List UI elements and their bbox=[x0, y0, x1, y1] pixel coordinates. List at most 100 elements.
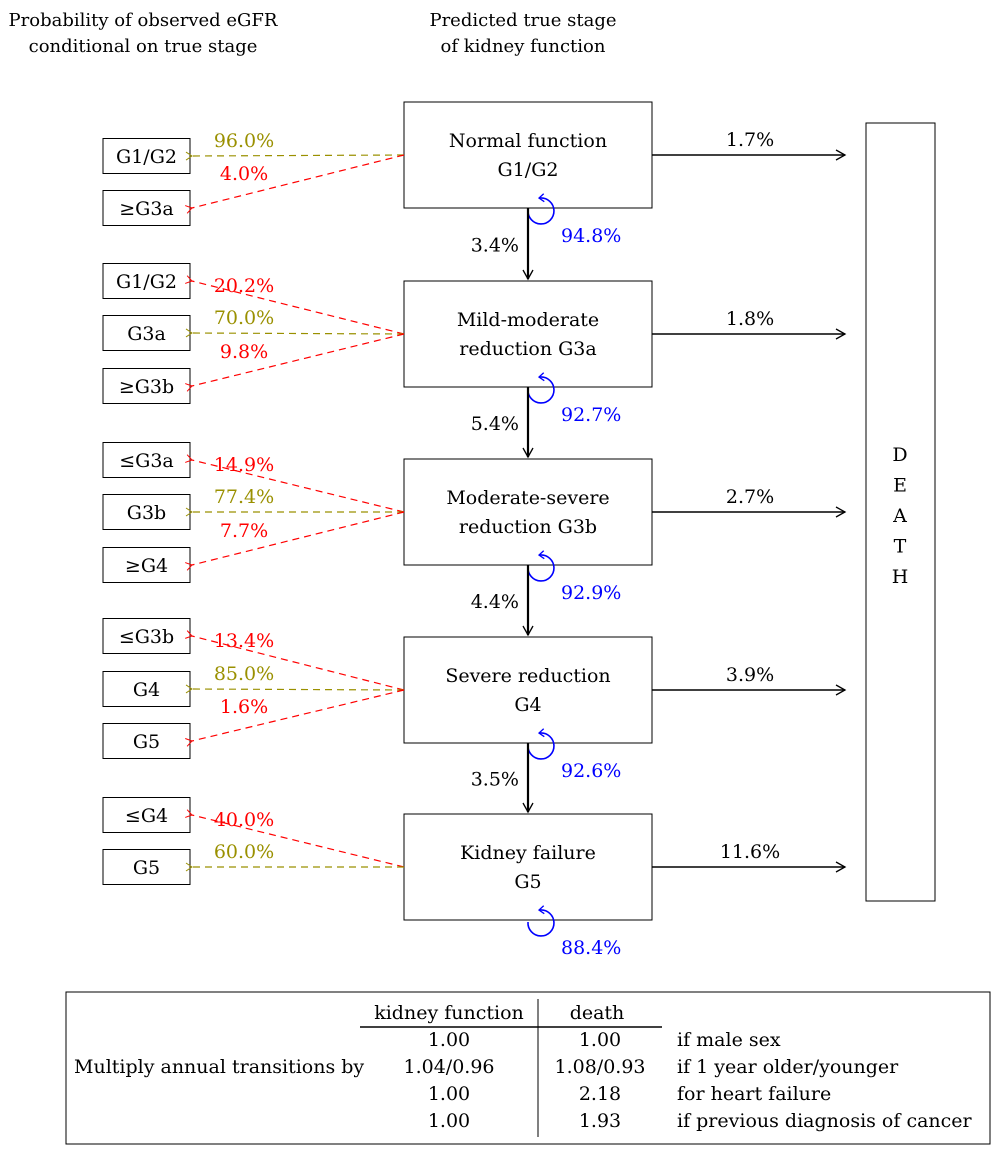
death-multiplier: 2.18 bbox=[579, 1083, 621, 1105]
observed-stage-label: ≥G3a bbox=[119, 198, 174, 220]
measurement-probability: 77.4% bbox=[214, 486, 274, 508]
kidney-multiplier: 1.04/0.96 bbox=[403, 1056, 494, 1078]
observed-stage-label: ≥G3b bbox=[119, 376, 174, 398]
kidney-multiplier: 1.00 bbox=[428, 1110, 470, 1132]
column-header-kidney: kidney function bbox=[374, 1002, 524, 1024]
table-row-label: Multiply annual transitions by bbox=[74, 1056, 364, 1078]
stage-box bbox=[403, 280, 653, 388]
observed-stage-label: ≤G3b bbox=[119, 626, 174, 648]
condition-label: if previous diagnosis of cancer bbox=[677, 1110, 973, 1132]
measurement-arrow bbox=[185, 328, 405, 338]
measurement-probability: 96.0% bbox=[214, 130, 274, 152]
left-header-line: conditional on true stage bbox=[29, 36, 258, 57]
death-probability: 3.9% bbox=[726, 664, 774, 686]
observed-stage-label: G1/G2 bbox=[116, 271, 177, 293]
stage-name-line: Moderate-severe bbox=[446, 487, 609, 509]
death-multiplier: 1.93 bbox=[579, 1110, 621, 1132]
observed-stage-label: ≤G4 bbox=[125, 805, 168, 827]
measurement-arrow bbox=[185, 151, 405, 161]
observed-stage-box bbox=[102, 442, 191, 478]
middle-header-line: Predicted true stage bbox=[429, 10, 616, 31]
death-multiplier: 1.08/0.93 bbox=[554, 1056, 645, 1078]
observed-stage-box bbox=[102, 315, 191, 351]
stage-box bbox=[403, 636, 653, 744]
observed-stage-box bbox=[102, 797, 191, 833]
measurement-arrow bbox=[185, 511, 405, 571]
self-loop-arrow bbox=[527, 728, 555, 760]
measurement-probability: 85.0% bbox=[214, 663, 274, 685]
death-letter: D bbox=[892, 444, 907, 466]
stay-probability: 88.4% bbox=[561, 937, 621, 959]
observed-stage-label: ≤G3a bbox=[119, 450, 174, 472]
stage-name-line: reduction G3a bbox=[459, 338, 596, 360]
observed-stage-box bbox=[102, 671, 191, 707]
observed-stage-box bbox=[102, 547, 191, 583]
measurement-probability: 9.8% bbox=[220, 341, 268, 363]
observed-stage-label: G5 bbox=[133, 857, 160, 879]
stage-name-line: G1/G2 bbox=[498, 159, 559, 181]
death-probability: 11.6% bbox=[720, 841, 780, 863]
progression-probability: 4.4% bbox=[471, 591, 519, 613]
death-multiplier: 1.00 bbox=[579, 1029, 621, 1051]
measurement-probability: 13.4% bbox=[214, 630, 274, 652]
observed-stage-box bbox=[102, 618, 191, 654]
stage-name-line: Normal function bbox=[449, 130, 607, 152]
column-header-death: death bbox=[570, 1002, 625, 1024]
stage-name-line: Mild-moderate bbox=[457, 309, 599, 331]
measurement-arrow bbox=[185, 684, 405, 694]
measurement-arrow bbox=[185, 154, 405, 214]
stage-name-line: Kidney failure bbox=[460, 842, 596, 864]
measurement-probability: 4.0% bbox=[220, 163, 268, 185]
stay-probability: 94.8% bbox=[561, 225, 621, 247]
observed-stage-label: G3a bbox=[127, 323, 166, 345]
death-box bbox=[865, 122, 936, 902]
progression-probability: 5.4% bbox=[471, 413, 519, 435]
condition-label: for heart failure bbox=[677, 1083, 831, 1105]
observed-stage-label: G4 bbox=[133, 679, 160, 701]
measurement-probability: 70.0% bbox=[214, 307, 274, 329]
observed-stage-box bbox=[102, 723, 191, 759]
measurement-probability: 1.6% bbox=[220, 696, 268, 718]
stage-box bbox=[403, 458, 653, 566]
observed-stage-box bbox=[102, 849, 191, 885]
progression-probability: 3.4% bbox=[471, 235, 519, 257]
death-letter: A bbox=[892, 505, 907, 527]
self-loop-arrow bbox=[527, 372, 555, 404]
observed-stage-label: G5 bbox=[133, 731, 160, 753]
covariate-table-box bbox=[65, 991, 991, 1145]
measurement-arrow bbox=[185, 689, 405, 747]
left-header-line: Probability of observed eGFR bbox=[9, 10, 278, 31]
death-probability: 1.7% bbox=[726, 129, 774, 151]
stay-probability: 92.6% bbox=[561, 760, 621, 782]
observed-stage-box bbox=[102, 190, 191, 226]
stay-probability: 92.9% bbox=[561, 582, 621, 604]
kidney-multiplier: 1.00 bbox=[428, 1029, 470, 1051]
self-loop-arrow bbox=[527, 905, 555, 937]
stage-name-line: reduction G3b bbox=[459, 516, 597, 538]
death-letter: T bbox=[894, 536, 907, 558]
measurement-arrow bbox=[185, 809, 405, 868]
condition-label: if 1 year older/younger bbox=[677, 1056, 899, 1078]
observed-stage-box bbox=[102, 494, 191, 530]
death-letter: H bbox=[892, 566, 909, 588]
measurement-probability: 20.2% bbox=[214, 275, 274, 297]
self-loop-arrow bbox=[527, 550, 555, 582]
observed-stage-label: G3b bbox=[127, 502, 166, 524]
death-probability: 1.8% bbox=[726, 308, 774, 330]
observed-stage-label: ≥G4 bbox=[125, 555, 168, 577]
observed-stage-label: G1/G2 bbox=[116, 146, 177, 168]
condition-label: if male sex bbox=[677, 1029, 781, 1051]
measurement-arrow bbox=[185, 454, 405, 513]
observed-stage-box bbox=[102, 263, 191, 299]
measurement-arrow bbox=[185, 275, 405, 335]
measurement-probability: 7.7% bbox=[220, 520, 268, 542]
stage-box bbox=[403, 101, 653, 209]
measurement-probability: 60.0% bbox=[214, 841, 274, 863]
stay-probability: 92.7% bbox=[561, 404, 621, 426]
progression-probability: 3.5% bbox=[471, 769, 519, 791]
observed-stage-box bbox=[102, 138, 191, 174]
self-loop-arrow bbox=[527, 193, 555, 225]
stage-name-line: G5 bbox=[514, 871, 541, 893]
measurement-probability: 40.0% bbox=[214, 809, 274, 831]
